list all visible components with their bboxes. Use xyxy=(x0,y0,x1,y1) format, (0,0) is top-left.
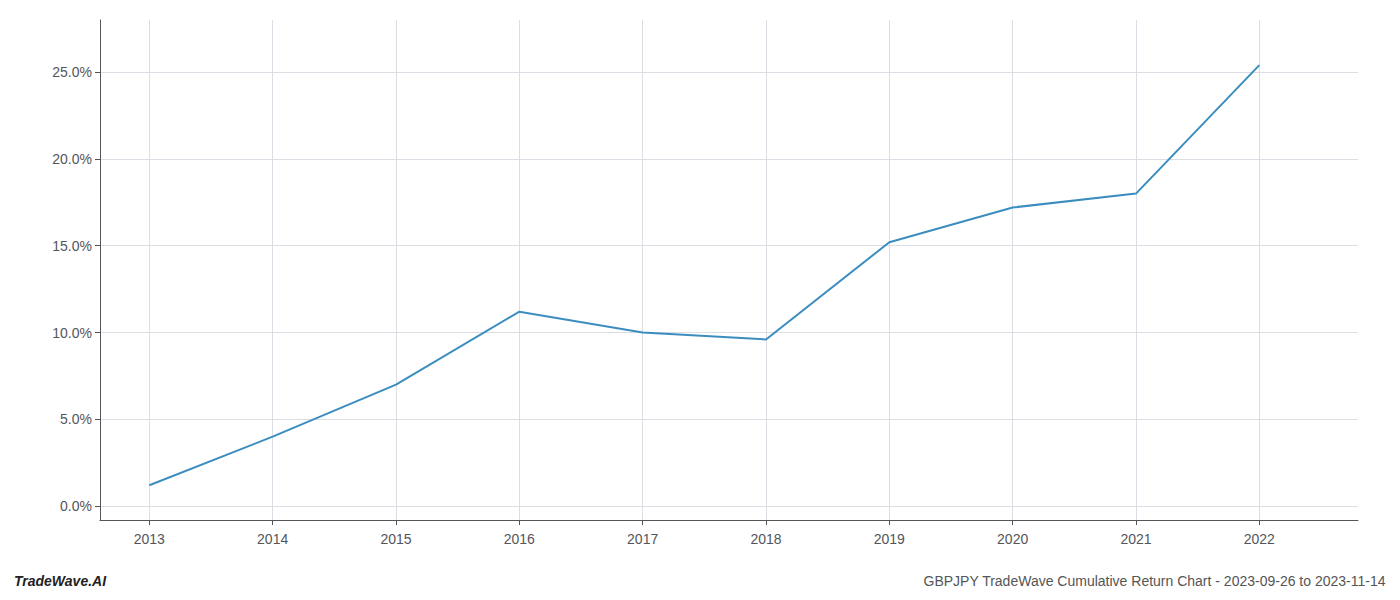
svg-text:2016: 2016 xyxy=(504,531,535,547)
svg-text:25.0%: 25.0% xyxy=(52,64,92,80)
svg-text:2022: 2022 xyxy=(1244,531,1275,547)
svg-text:2018: 2018 xyxy=(750,531,781,547)
svg-text:0.0%: 0.0% xyxy=(60,498,92,514)
svg-text:2019: 2019 xyxy=(874,531,905,547)
svg-text:2020: 2020 xyxy=(997,531,1028,547)
svg-text:10.0%: 10.0% xyxy=(52,325,92,341)
svg-text:15.0%: 15.0% xyxy=(52,238,92,254)
svg-text:TradeWave.AI: TradeWave.AI xyxy=(14,573,107,589)
svg-text:2021: 2021 xyxy=(1120,531,1151,547)
svg-text:2017: 2017 xyxy=(627,531,658,547)
svg-text:5.0%: 5.0% xyxy=(60,411,92,427)
svg-text:2015: 2015 xyxy=(380,531,411,547)
svg-text:2014: 2014 xyxy=(257,531,288,547)
svg-text:20.0%: 20.0% xyxy=(52,151,92,167)
svg-text:GBPJPY TradeWave Cumulative Re: GBPJPY TradeWave Cumulative Return Chart… xyxy=(924,573,1386,589)
svg-text:2013: 2013 xyxy=(134,531,165,547)
